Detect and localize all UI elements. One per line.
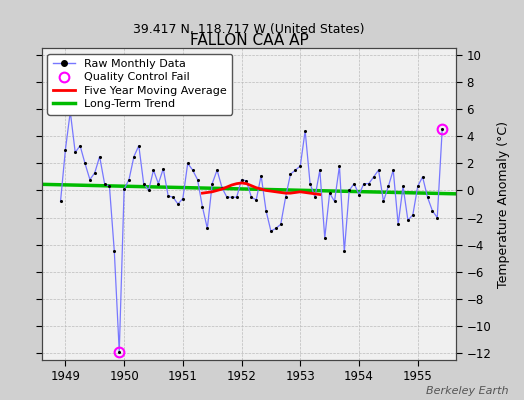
Point [433, 214, 441, 221]
Point [315, 167, 324, 173]
Point [423, 194, 432, 200]
Point [291, 167, 300, 173]
Point [247, 194, 256, 200]
Point [81, 160, 89, 166]
Point [271, 225, 280, 232]
Point [418, 174, 427, 180]
Point [330, 198, 339, 204]
Y-axis label: Temperature Anomaly (°C): Temperature Anomaly (°C) [497, 120, 510, 288]
Point [159, 166, 168, 172]
Point [218, 184, 226, 191]
Point [399, 183, 407, 190]
Text: 39.417 N, 118.717 W (United States): 39.417 N, 118.717 W (United States) [133, 22, 365, 36]
Text: Berkeley Earth: Berkeley Earth [426, 386, 508, 396]
Point [91, 170, 99, 176]
Point [203, 225, 212, 232]
Point [281, 194, 290, 200]
Point [223, 194, 231, 200]
Point [193, 176, 202, 183]
Point [174, 201, 182, 207]
Point [71, 149, 80, 156]
Point [369, 174, 378, 180]
Point [105, 183, 114, 190]
Point [277, 221, 285, 228]
Point [384, 183, 392, 190]
Point [301, 128, 309, 134]
Point [428, 208, 436, 214]
Point [252, 197, 260, 203]
Point [257, 172, 265, 179]
Legend: Raw Monthly Data, Quality Control Fail, Five Year Moving Average, Long-Term Tren: Raw Monthly Data, Quality Control Fail, … [48, 54, 233, 115]
Point [306, 180, 314, 187]
Point [403, 217, 412, 224]
Point [389, 167, 397, 173]
Point [359, 180, 368, 187]
Point [95, 153, 104, 160]
Point [189, 167, 197, 173]
Point [379, 198, 388, 204]
Point [149, 167, 158, 173]
Point [355, 191, 363, 198]
Point [233, 194, 241, 200]
Point [262, 208, 270, 214]
Point [86, 176, 94, 183]
Point [154, 180, 162, 187]
Point [335, 163, 344, 169]
Point [125, 176, 133, 183]
Point [208, 180, 216, 187]
Point [438, 126, 446, 132]
Point [374, 167, 383, 173]
Title: FALLON CAA AP: FALLON CAA AP [190, 33, 308, 48]
Point [66, 108, 74, 115]
Point [198, 204, 206, 210]
Point [179, 195, 187, 202]
Point [76, 142, 84, 149]
Point [115, 349, 124, 355]
Point [164, 193, 172, 199]
Point [227, 194, 236, 200]
Point [101, 180, 109, 187]
Point [350, 180, 358, 187]
Point [409, 212, 417, 218]
Point [57, 198, 65, 204]
Point [296, 163, 304, 169]
Point [110, 248, 118, 255]
Point [61, 146, 70, 153]
Point [394, 221, 402, 228]
Point [145, 187, 153, 194]
Point [325, 190, 334, 196]
Point [135, 142, 143, 149]
Point [345, 187, 353, 194]
Point [340, 248, 348, 255]
Point [413, 183, 422, 190]
Point [311, 194, 319, 200]
Point [267, 228, 275, 234]
Point [286, 171, 294, 177]
Point [242, 178, 250, 184]
Point [213, 167, 221, 173]
Point [120, 186, 128, 192]
Point [365, 180, 373, 187]
Point [237, 176, 246, 183]
Point [139, 180, 148, 187]
Point [130, 153, 138, 160]
Point [169, 194, 177, 200]
Point [321, 235, 329, 241]
Point [183, 160, 192, 166]
